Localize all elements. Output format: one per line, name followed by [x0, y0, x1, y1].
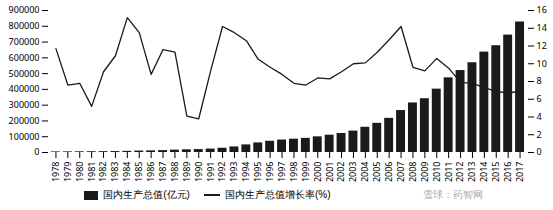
svg-text:800000: 800000 [9, 19, 40, 32]
svg-text:500000: 500000 [9, 66, 40, 79]
svg-text:12: 12 [537, 39, 547, 52]
svg-text:2: 2 [537, 128, 542, 141]
svg-text:6: 6 [537, 92, 542, 105]
html-text:国内生产总值增长率(%): 国内生产总值增长率(%) [224, 189, 331, 200]
svg-text:2017: 2017 [513, 162, 526, 183]
svg-text:200000: 200000 [9, 114, 40, 127]
svg-text:400000: 400000 [9, 82, 40, 95]
svg-text:600000: 600000 [9, 51, 40, 64]
svg-text:4: 4 [537, 110, 542, 123]
html-text:雪球：药智网: 雪球：药智网 [423, 189, 484, 200]
html-text:国内生产总值(亿元): 国内生产总值(亿元) [103, 189, 190, 200]
svg-text:8: 8 [537, 74, 542, 87]
svg-text:16: 16 [537, 3, 547, 16]
svg-text:0: 0 [34, 145, 39, 158]
svg-text:14: 14 [537, 21, 547, 34]
svg-text:100000: 100000 [9, 130, 40, 143]
svg-text:900000: 900000 [9, 3, 40, 16]
svg-text:300000: 300000 [9, 98, 40, 111]
svg-text:10: 10 [537, 57, 547, 70]
svg-text:700000: 700000 [9, 35, 40, 48]
svg-text:0: 0 [537, 145, 542, 158]
